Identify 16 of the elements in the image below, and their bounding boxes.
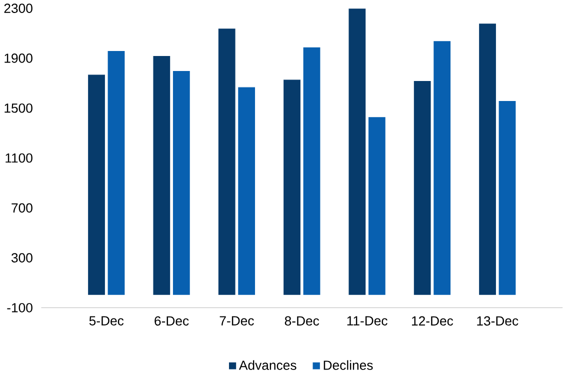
y-tick-label: 1100: [6, 153, 32, 163]
legend-label: Advances: [238, 360, 296, 370]
y-tick-label: -100: [7, 303, 32, 312]
x-tick-label: 7-Dec: [220, 316, 254, 326]
x-tick-label: 13-Dec: [477, 316, 518, 326]
legend-label: Declines: [324, 360, 373, 370]
y-tick-label: 300: [11, 253, 32, 263]
x-tick-label: 11-Dec: [347, 316, 388, 326]
y-tick-label: 2300: [4, 4, 32, 14]
y-tick-label: 1900: [4, 54, 32, 63]
x-tick-label: 12-Dec: [412, 316, 454, 326]
x-tick-label: 5-Dec: [89, 316, 124, 326]
y-tick-label: 1500: [4, 104, 32, 113]
x-tick-label: 8-Dec: [284, 316, 320, 326]
x-tick-label: 6-Dec: [154, 316, 189, 326]
y-tick-label: 700: [12, 203, 32, 213]
